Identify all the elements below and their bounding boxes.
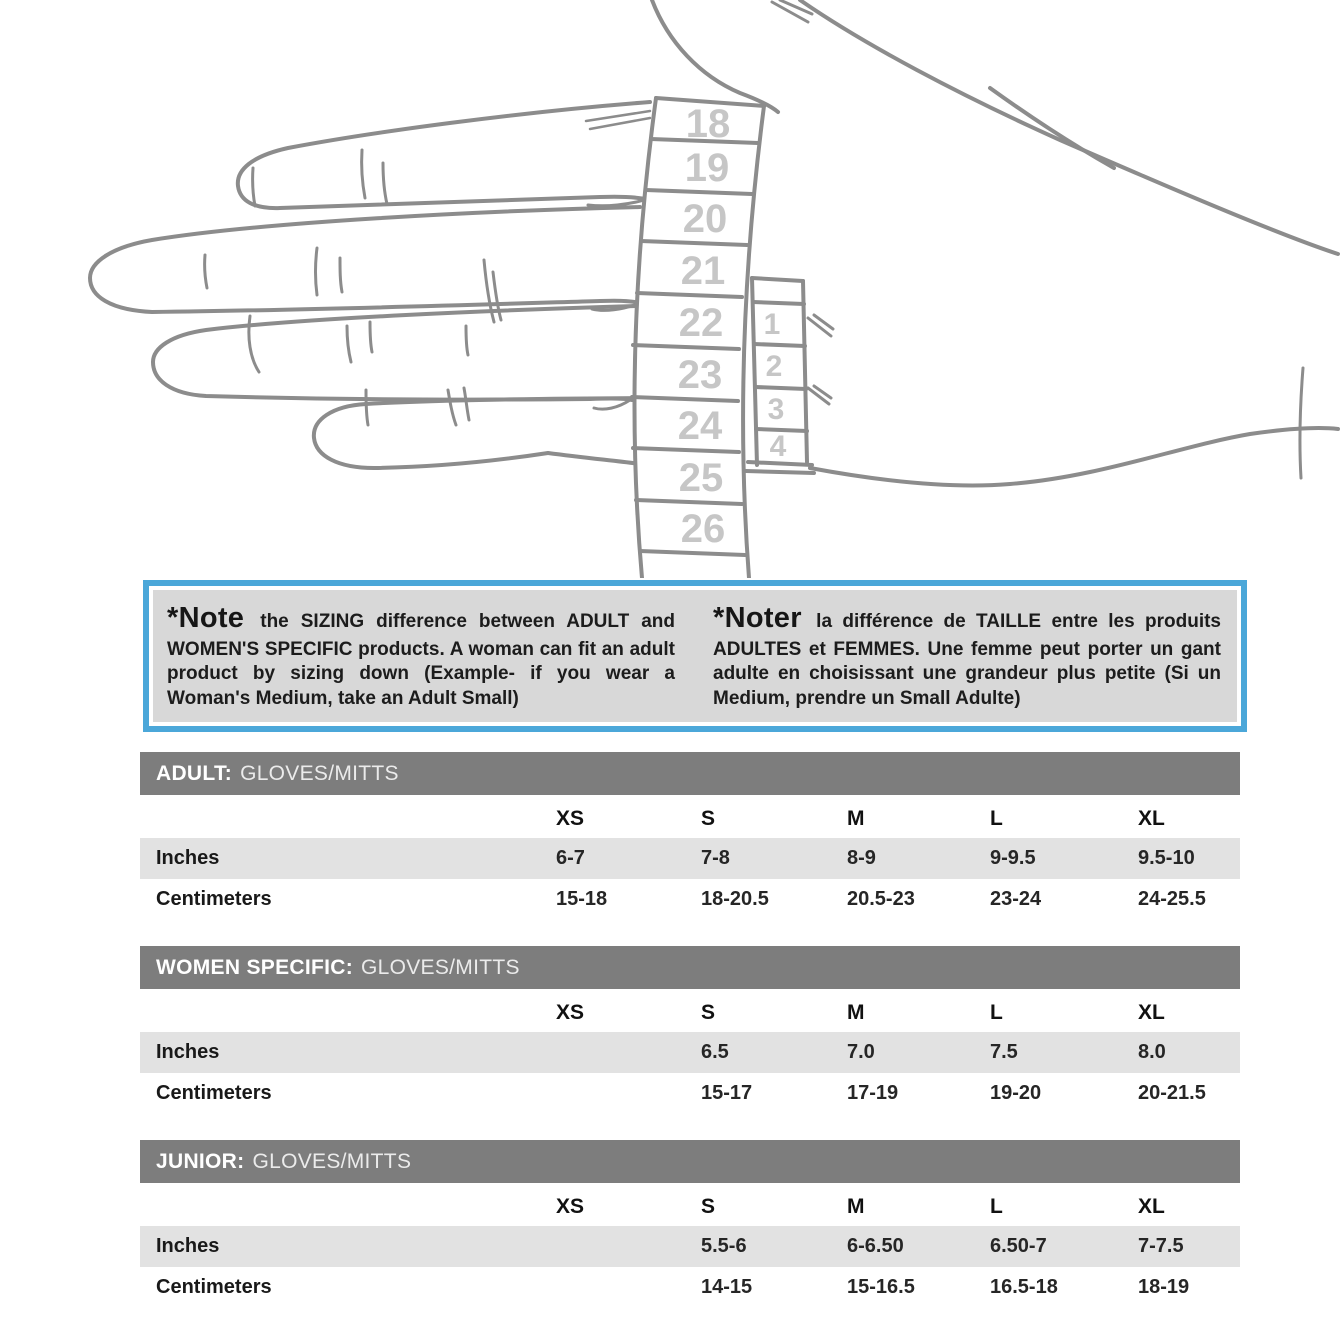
small-tape-number: 2 xyxy=(766,350,783,383)
cell-value: 8-9 xyxy=(847,847,876,869)
table-row-inches: Inches 6.5 7.0 7.5 8.0 xyxy=(140,1032,1240,1073)
size-header-row: XS S M L XL xyxy=(140,994,1240,1032)
table-title: WOMEN SPECIFIC: xyxy=(156,955,353,979)
row-label: Centimeters xyxy=(156,1082,272,1104)
size-label-s: S xyxy=(701,807,716,830)
adult-table-header-bar: ADULT: GLOVES/MITTS xyxy=(140,752,1240,795)
row-label: Inches xyxy=(156,847,220,869)
size-label-m: M xyxy=(847,807,865,830)
junior-table-header-bar: JUNIOR: GLOVES/MITTS xyxy=(140,1140,1240,1183)
cell-value: 18-19 xyxy=(1138,1276,1190,1298)
cell-value: 7.0 xyxy=(847,1041,875,1063)
cell-value: 16.5-18 xyxy=(990,1276,1058,1298)
small-tape-number: 3 xyxy=(768,393,785,426)
cell-value: 15-18 xyxy=(556,888,608,910)
cell-value: 23-24 xyxy=(990,888,1042,910)
size-label-xs: XS xyxy=(556,807,585,830)
small-tape-body xyxy=(752,278,807,465)
tape-number: 21 xyxy=(681,249,726,293)
table-subtitle: GLOVES/MITTS xyxy=(252,1149,412,1173)
cell-value: 20-21.5 xyxy=(1138,1082,1206,1104)
adult-size-table: ADULT: GLOVES/MITTS XS S M L XL Inches 6… xyxy=(140,752,1240,920)
size-label-xl: XL xyxy=(1138,1001,1165,1024)
cell-value: 15-17 xyxy=(701,1082,753,1104)
cell-value: 8.0 xyxy=(1138,1041,1166,1063)
table-row-centimeters: Centimeters 14-15 15-16.5 16.5-18 18-19 xyxy=(140,1267,1240,1308)
tape-number: 19 xyxy=(685,146,730,190)
row-label: Inches xyxy=(156,1235,220,1257)
tape-number: 18 xyxy=(686,102,731,146)
size-label-xs: XS xyxy=(556,1001,585,1024)
tape-measure: 18 19 20 21 22 23 24 25 26 xyxy=(630,96,766,578)
size-label-xl: XL xyxy=(1138,807,1165,830)
row-label: Inches xyxy=(156,1041,220,1063)
note-english-lead: *Note xyxy=(167,602,245,634)
table-row-centimeters: Centimeters 15-18 18-20.5 20.5-23 23-24 … xyxy=(140,879,1240,920)
women-table-header-bar: WOMEN SPECIFIC: GLOVES/MITTS xyxy=(140,946,1240,989)
cell-value: 7.5 xyxy=(990,1041,1018,1063)
cell-value: 6-6.50 xyxy=(847,1235,904,1257)
cell-value: 18-20.5 xyxy=(701,888,769,910)
size-header-row: XS S M L XL xyxy=(140,1188,1240,1226)
size-label-s: S xyxy=(701,1001,716,1024)
tape-number: 24 xyxy=(678,404,723,448)
note-french-lead: *Noter xyxy=(713,602,802,634)
note-english: *Note the SIZING difference between ADUL… xyxy=(167,600,675,714)
small-tape-number: 4 xyxy=(770,430,787,463)
cell-value: 9.5-10 xyxy=(1138,847,1195,869)
size-label-l: L xyxy=(990,1195,1003,1218)
table-title: JUNIOR: xyxy=(156,1149,245,1173)
hand-measurement-illustration: 18 19 20 21 22 23 24 25 26 xyxy=(87,0,1340,578)
table-row-inches: Inches 6-7 7-8 8-9 9-9.5 9.5-10 xyxy=(140,838,1240,879)
note-french: *Noter la différence de TAILLE entre les… xyxy=(713,600,1221,714)
tape-number: 23 xyxy=(678,353,723,397)
row-label: Centimeters xyxy=(156,888,272,910)
table-row-centimeters: Centimeters 15-17 17-19 19-20 20-21.5 xyxy=(140,1073,1240,1114)
small-tape-number: 1 xyxy=(764,308,781,341)
size-label-m: M xyxy=(847,1001,865,1024)
cell-value: 15-16.5 xyxy=(847,1276,915,1298)
size-label-m: M xyxy=(847,1195,865,1218)
cell-value: 7-8 xyxy=(701,847,730,869)
tape-number: 20 xyxy=(683,197,728,241)
cell-value: 5.5-6 xyxy=(701,1235,747,1257)
table-title: ADULT: xyxy=(156,761,233,785)
size-header-row: XS S M L XL xyxy=(140,800,1240,838)
size-tables: ADULT: GLOVES/MITTS XS S M L XL Inches 6… xyxy=(140,752,1240,1308)
cell-value: 6.50-7 xyxy=(990,1235,1047,1257)
cell-value: 19-20 xyxy=(990,1082,1042,1104)
sizing-note-box: *Note the SIZING difference between ADUL… xyxy=(143,580,1247,732)
cell-value: 6-7 xyxy=(556,847,585,869)
cell-value: 14-15 xyxy=(701,1276,753,1298)
note-french-body: la différence de TAILLE entre les produi… xyxy=(713,611,1221,710)
tape-number: 26 xyxy=(681,507,726,551)
junior-size-table: JUNIOR: GLOVES/MITTS XS S M L XL Inches … xyxy=(140,1140,1240,1308)
table-subtitle: GLOVES/MITTS xyxy=(240,761,399,785)
tape-number: 25 xyxy=(679,456,724,500)
size-label-l: L xyxy=(990,1001,1003,1024)
cell-value: 24-25.5 xyxy=(1138,888,1206,910)
size-label-xs: XS xyxy=(556,1195,585,1218)
cell-value: 6.5 xyxy=(701,1041,729,1063)
size-label-xl: XL xyxy=(1138,1195,1165,1218)
row-label: Centimeters xyxy=(156,1276,272,1298)
cell-value: 7-7.5 xyxy=(1138,1235,1184,1257)
note-english-body: the SIZING difference between ADULT and … xyxy=(167,611,675,710)
tape-body xyxy=(634,98,764,578)
table-row-inches: Inches 5.5-6 6-6.50 6.50-7 7-7.5 xyxy=(140,1226,1240,1267)
tape-number: 22 xyxy=(679,301,724,345)
women-size-table: WOMEN SPECIFIC: GLOVES/MITTS XS S M L XL… xyxy=(140,946,1240,1114)
size-label-l: L xyxy=(990,807,1003,830)
cell-value: 20.5-23 xyxy=(847,888,915,910)
small-tape-measure: 1 2 3 4 xyxy=(744,276,835,475)
size-label-s: S xyxy=(701,1195,716,1218)
cell-value: 17-19 xyxy=(847,1082,899,1104)
cell-value: 9-9.5 xyxy=(990,847,1036,869)
table-subtitle: GLOVES/MITTS xyxy=(361,955,520,979)
